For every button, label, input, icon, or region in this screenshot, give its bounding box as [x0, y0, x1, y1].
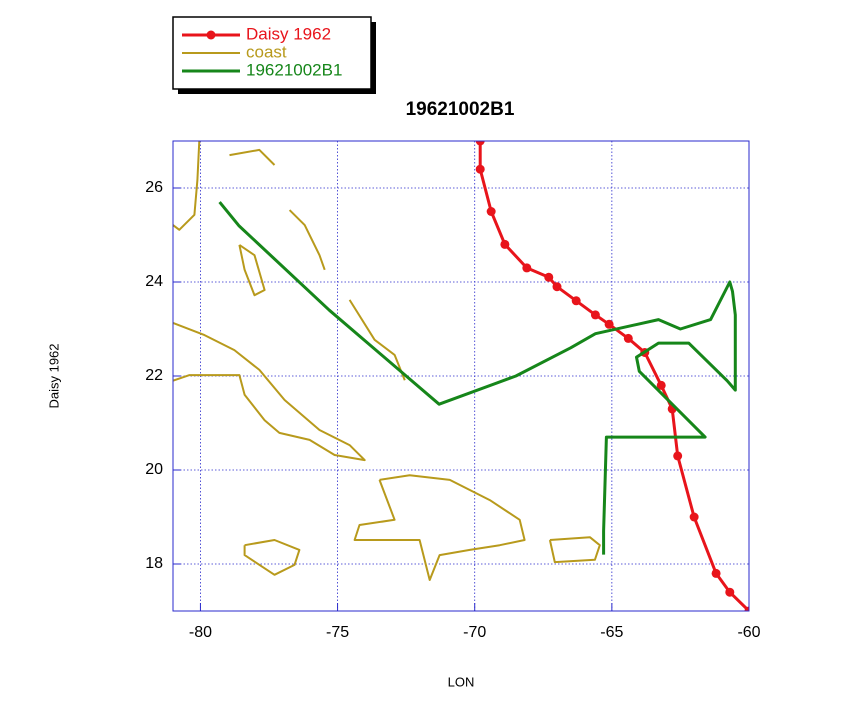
point-marker — [475, 141, 485, 146]
y-tick-label: 22 — [145, 367, 163, 384]
point-marker — [590, 310, 600, 320]
y-tick-label: 20 — [145, 461, 163, 478]
point-marker — [522, 263, 532, 273]
point-marker — [656, 380, 666, 390]
point-marker — [689, 512, 699, 522]
x-tick-label: -60 — [737, 624, 760, 641]
point-marker — [604, 319, 614, 329]
series-line — [218, 201, 737, 555]
chart-title: 19621002B1 — [406, 99, 515, 120]
legend-marker — [206, 30, 216, 40]
x-tick-label: -70 — [463, 624, 486, 641]
y-tick-label: 26 — [145, 179, 163, 196]
point-marker — [475, 164, 485, 174]
point-marker — [486, 207, 496, 216]
point-marker — [725, 587, 735, 597]
y-tick-label: 18 — [145, 555, 163, 572]
x-tick-label: -65 — [600, 624, 623, 641]
point-marker — [571, 296, 581, 306]
y-tick-label: 24 — [145, 273, 163, 290]
legend-label: coast — [246, 42, 287, 61]
point-marker — [500, 239, 510, 249]
legend-label: Daisy 1962 — [246, 24, 331, 43]
point-marker — [552, 282, 562, 292]
point-marker — [623, 333, 633, 343]
y-axis-label: Daisy 1962 — [46, 343, 61, 408]
x-tick-label: -80 — [189, 624, 212, 641]
point-marker — [544, 272, 554, 282]
legend-label: 19621002B1 — [246, 60, 342, 79]
point-marker — [744, 606, 749, 611]
plot-frame — [172, 140, 750, 612]
x-axis-label: LON — [448, 674, 475, 689]
series-line — [173, 141, 601, 581]
point-marker — [673, 451, 683, 461]
plot-layer — [173, 141, 749, 611]
x-tick-label: -75 — [326, 624, 349, 641]
point-marker — [711, 568, 721, 578]
